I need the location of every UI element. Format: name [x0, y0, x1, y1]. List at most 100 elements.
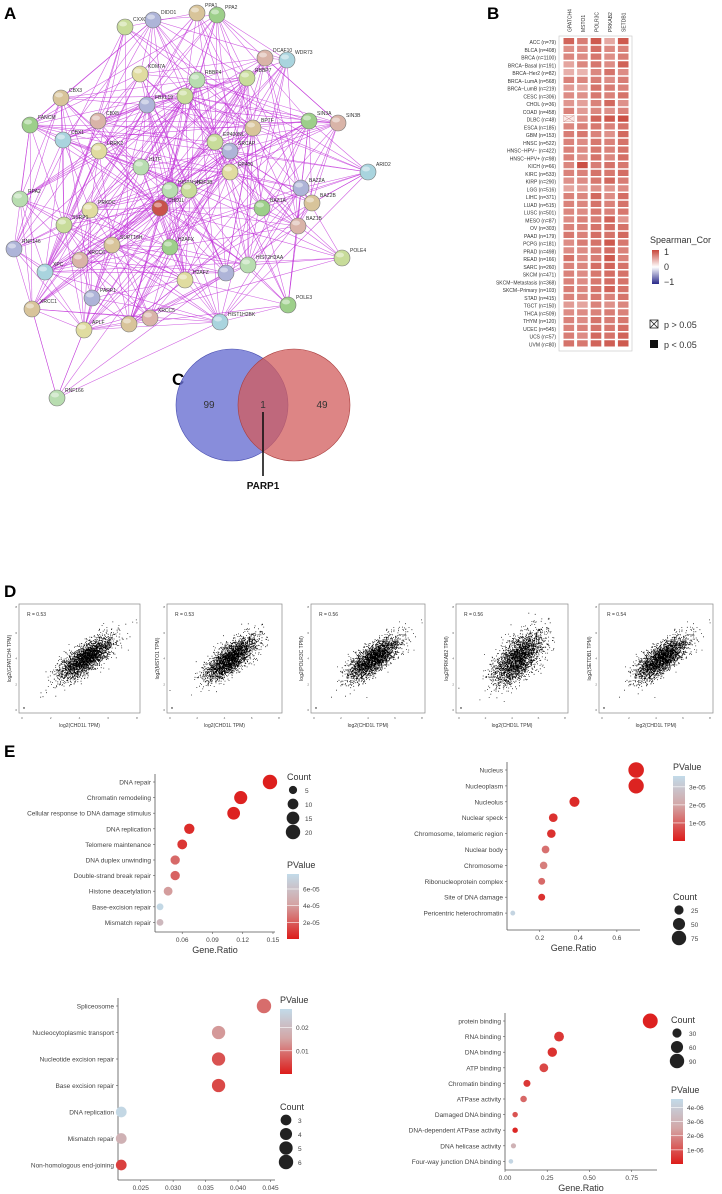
- network-edge: [19, 198, 171, 248]
- network-node-label: H2AFX: [178, 237, 195, 243]
- dotplot-point[interactable]: [539, 861, 548, 870]
- network-node[interactable]: [131, 65, 149, 83]
- dotplot-point[interactable]: [115, 1106, 127, 1118]
- network-node[interactable]: [161, 238, 179, 256]
- network-node[interactable]: [256, 49, 274, 67]
- dotplot-point[interactable]: [512, 1127, 518, 1133]
- dotplot-point[interactable]: [227, 806, 241, 820]
- dotplot-point[interactable]: [262, 774, 278, 790]
- network-node[interactable]: [188, 71, 206, 89]
- network-node[interactable]: [303, 194, 321, 212]
- heatmap-cell: [563, 123, 575, 130]
- network-node[interactable]: [48, 389, 66, 407]
- heatmap-row-label: SARC (n=260): [523, 265, 556, 271]
- dotplot-point[interactable]: [548, 813, 558, 823]
- dotplot-point[interactable]: [538, 893, 546, 901]
- heatmap-row-label: BRCA−Basal (n=191): [508, 63, 556, 69]
- network-node[interactable]: [71, 251, 89, 269]
- network-node[interactable]: [359, 163, 377, 181]
- network-edge: [44, 120, 310, 273]
- network-edge: [247, 127, 254, 266]
- network-node[interactable]: [253, 199, 271, 217]
- network-node[interactable]: [176, 87, 194, 105]
- network-node[interactable]: [333, 249, 351, 267]
- network-node[interactable]: [208, 6, 226, 24]
- dotplot-point[interactable]: [628, 762, 644, 778]
- network-node[interactable]: [55, 216, 73, 234]
- dotplot-point[interactable]: [256, 998, 272, 1014]
- dotplot-point[interactable]: [628, 778, 644, 794]
- dotplot-point[interactable]: [156, 918, 164, 926]
- dotplot-point[interactable]: [115, 1159, 127, 1171]
- network-node[interactable]: [90, 142, 108, 160]
- network-node[interactable]: [138, 96, 156, 114]
- network-node[interactable]: [5, 240, 23, 258]
- network-node[interactable]: [89, 112, 107, 130]
- network-node[interactable]: [278, 51, 296, 69]
- network-node[interactable]: [211, 313, 229, 331]
- network-node[interactable]: [36, 263, 54, 281]
- dotplot-point[interactable]: [170, 870, 180, 881]
- dotplot-point[interactable]: [163, 886, 173, 896]
- network-node[interactable]: [289, 217, 307, 235]
- network-node[interactable]: [11, 190, 29, 208]
- dotplot-point[interactable]: [547, 1047, 557, 1057]
- network-node[interactable]: [300, 112, 318, 130]
- dotplot-point[interactable]: [234, 791, 248, 805]
- network-node[interactable]: [221, 142, 239, 160]
- network-node[interactable]: [176, 271, 194, 289]
- dotplot-point[interactable]: [156, 903, 164, 911]
- network-node[interactable]: [206, 133, 224, 151]
- network-node[interactable]: [151, 199, 169, 217]
- dotplot-point[interactable]: [512, 1111, 518, 1118]
- dotplot-point[interactable]: [211, 1025, 226, 1040]
- network-node[interactable]: [329, 114, 347, 132]
- network-node[interactable]: [75, 321, 93, 339]
- network-node[interactable]: [52, 89, 70, 107]
- dotplot-point[interactable]: [541, 845, 550, 854]
- count-legend-dot: [280, 1114, 292, 1126]
- dotplot-point[interactable]: [115, 1133, 127, 1144]
- network-node[interactable]: [54, 131, 72, 149]
- network-node[interactable]: [21, 116, 39, 134]
- dotplot-point[interactable]: [523, 1079, 531, 1087]
- dotplot-point[interactable]: [510, 1143, 517, 1149]
- network-node[interactable]: [244, 119, 262, 137]
- dotplot-point[interactable]: [184, 823, 195, 834]
- dotplot-point[interactable]: [510, 910, 516, 916]
- network-node[interactable]: [238, 69, 256, 87]
- dotplot-point[interactable]: [539, 1063, 549, 1073]
- dotplot-point[interactable]: [211, 1078, 226, 1093]
- network-node[interactable]: [161, 181, 179, 199]
- network-node[interactable]: [239, 256, 257, 274]
- network-node[interactable]: [279, 296, 297, 314]
- count-legend-dot: [285, 824, 301, 840]
- dotplot-point[interactable]: [508, 1159, 514, 1164]
- dotplot-point[interactable]: [569, 796, 580, 807]
- dotplot-point[interactable]: [211, 1052, 226, 1066]
- network-node[interactable]: [103, 236, 121, 254]
- network-edge: [229, 171, 302, 189]
- dotplot-point[interactable]: [170, 855, 180, 865]
- network-node[interactable]: [188, 4, 206, 22]
- dotplot-point[interactable]: [547, 829, 556, 838]
- dotplot-point[interactable]: [538, 877, 546, 885]
- dotplot-point[interactable]: [554, 1031, 564, 1042]
- dotplot-point[interactable]: [642, 1013, 658, 1029]
- dotplot-point[interactable]: [177, 839, 188, 850]
- dotplot-point[interactable]: [520, 1095, 527, 1103]
- network-node[interactable]: [141, 309, 159, 327]
- node-highlight: [164, 241, 172, 247]
- network-node[interactable]: [217, 264, 235, 282]
- network-node[interactable]: [81, 201, 99, 219]
- network-node[interactable]: [83, 289, 101, 307]
- network-edge: [79, 207, 161, 261]
- network-node[interactable]: [144, 11, 162, 29]
- network-node[interactable]: [180, 181, 198, 199]
- network-node[interactable]: [23, 300, 41, 318]
- network-node[interactable]: [221, 163, 239, 181]
- network-node[interactable]: [292, 179, 310, 197]
- network-node[interactable]: [116, 18, 134, 36]
- network-node[interactable]: [120, 315, 138, 333]
- network-node[interactable]: [132, 158, 150, 176]
